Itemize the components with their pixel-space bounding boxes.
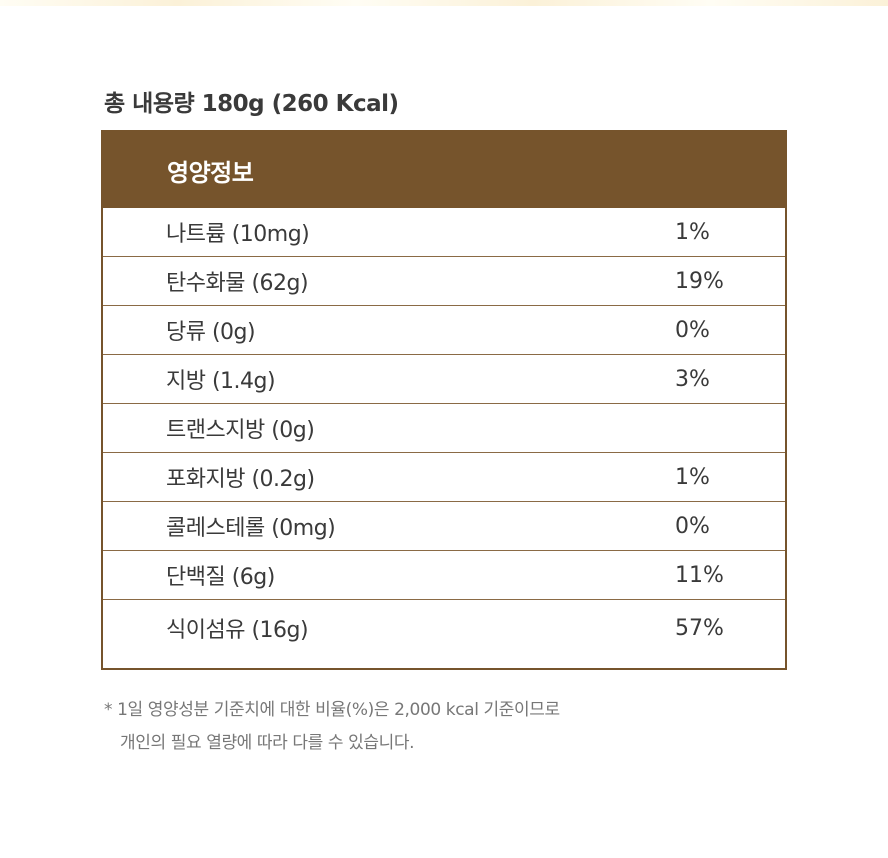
nutrient-row: 지방 (1.4g) 3% [103, 355, 785, 404]
nutrient-name: 지방 (1.4g) [166, 369, 276, 394]
footnote-line-1: * 1일 영양성분 기준치에 대한 비율(%)은 2,000 kcal 기준이므… [104, 700, 560, 720]
nutrient-row: 트랜스지방 (0g) [103, 404, 785, 453]
nutrient-percent: 57% [675, 615, 724, 641]
nutrient-percent: 0% [675, 317, 710, 343]
footnote: * 1일 영양성분 기준치에 대한 비율(%)은 2,000 kcal 기준이므… [104, 694, 560, 760]
nutrient-percent: 3% [675, 366, 710, 392]
nutrient-row: 단백질 (6g) 11% [103, 551, 785, 600]
footnote-line-2: 개인의 필요 열량에 따라 다를 수 있습니다. [120, 733, 415, 753]
nutrient-row: 포화지방 (0.2g) 1% [103, 453, 785, 502]
nutrient-name: 단백질 (6g) [166, 565, 275, 590]
nutrient-percent: 19% [675, 268, 724, 294]
nutrient-row: 탄수화물 (62g) 19% [103, 257, 785, 306]
nutrition-facts-title: 영양정보 [167, 158, 254, 187]
nutrient-percent: 1% [675, 219, 710, 245]
total-content-label: 총 내용량 180g (260 Kcal) [104, 91, 399, 117]
nutrient-name: 당류 (0g) [166, 320, 256, 345]
nutrition-rows: 나트륨 (10mg) 1% 탄수화물 (62g) 19% 당류 (0g) 0% … [103, 208, 785, 656]
nutrient-name: 트랜스지방 (0g) [166, 418, 315, 443]
nutrient-row: 나트륨 (10mg) 1% [103, 208, 785, 257]
nutrient-name: 식이섬유 (16g) [166, 618, 309, 643]
nutrition-facts-header: 영양정보 [103, 132, 785, 208]
nutrient-percent: 1% [675, 464, 710, 490]
nutrient-name: 포화지방 (0.2g) [166, 467, 315, 492]
nutrient-name: 나트륨 (10mg) [166, 222, 310, 247]
top-decorative-strip [0, 0, 888, 6]
nutrition-facts-panel: 영양정보 나트륨 (10mg) 1% 탄수화물 (62g) 19% 당류 (0g… [101, 130, 787, 670]
nutrient-row: 당류 (0g) 0% [103, 306, 785, 355]
nutrient-percent: 0% [675, 513, 710, 539]
nutrient-name: 탄수화물 (62g) [166, 271, 309, 296]
nutrient-percent: 11% [675, 562, 724, 588]
nutrient-row: 콜레스테롤 (0mg) 0% [103, 502, 785, 551]
nutrient-name: 콜레스테롤 (0mg) [166, 516, 336, 541]
nutrient-row: 식이섬유 (16g) 57% [103, 600, 785, 656]
